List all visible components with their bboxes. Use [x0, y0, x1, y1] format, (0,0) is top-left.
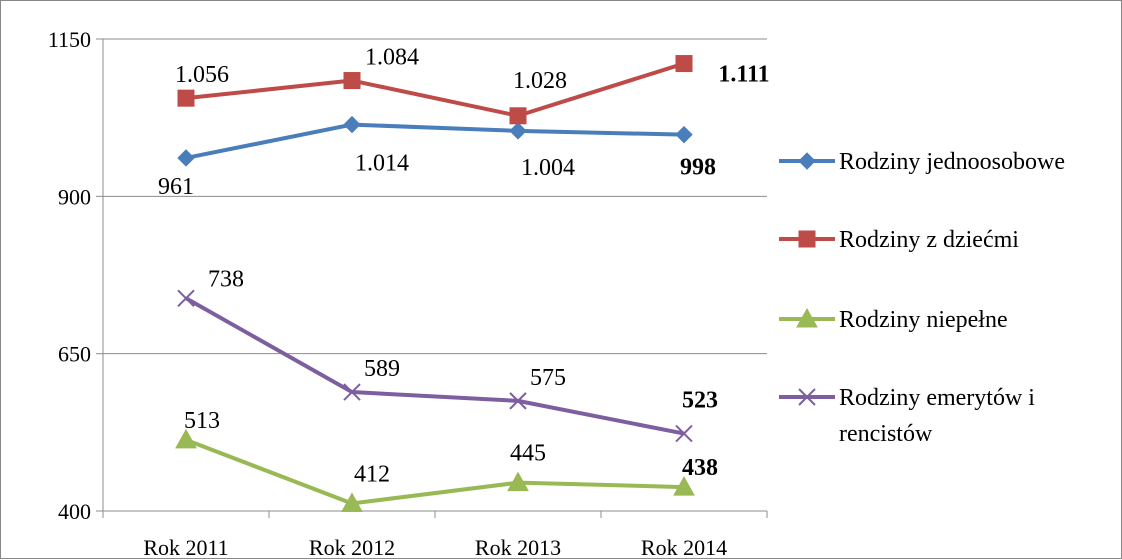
x-tick-label: Rok 2014: [641, 535, 727, 560]
data-label: 738: [208, 266, 244, 292]
legend-marker-4: [798, 388, 816, 406]
data-point-marker: [343, 115, 361, 134]
legend-label: Rodziny emerytów i: [839, 385, 1035, 411]
data-point-marker: [341, 492, 363, 512]
data-label: 445: [510, 441, 546, 467]
data-label: 998: [680, 155, 716, 181]
data-point-marker: [177, 289, 195, 307]
data-label: 1.004: [521, 155, 575, 181]
data-point-marker: [343, 383, 361, 401]
data-label: 523: [682, 388, 718, 414]
y-tick-label: 400: [58, 499, 91, 524]
data-label: 575: [530, 365, 566, 391]
y-tick-label: 900: [58, 184, 91, 209]
x-tick-label: Rok 2012: [309, 535, 395, 560]
legend-marker-2: [798, 230, 816, 248]
data-label: 513: [184, 408, 220, 434]
data-point-marker: [177, 89, 195, 107]
data-label: 412: [354, 461, 390, 487]
data-label: 961: [158, 174, 194, 200]
data-point-marker: [175, 428, 197, 449]
data-label: 589: [364, 356, 400, 382]
series-line-3: [185, 438, 685, 506]
y-tick-label: 650: [58, 342, 91, 367]
legend-label: rencistów: [839, 421, 933, 447]
data-label: 1.056: [175, 62, 229, 88]
legend-label: Rodziny jednoosobowe: [839, 149, 1065, 175]
data-point-marker: [509, 392, 527, 410]
data-point-marker: [507, 471, 529, 492]
legend-label: Rodziny niepełne: [839, 307, 1008, 333]
data-point-marker: [343, 72, 361, 90]
legend-label: Rodziny z dziećmi: [839, 227, 1019, 253]
series-line-4: [185, 296, 685, 436]
data-label: 1.111: [718, 62, 769, 88]
data-point-marker: [177, 149, 195, 167]
data-point-marker: [675, 424, 693, 443]
x-tick-label: Rok 2013: [475, 535, 561, 560]
data-label: 1.014: [355, 151, 409, 177]
data-point-marker: [675, 55, 693, 73]
y-tick-label: 1150: [48, 27, 91, 52]
data-point-marker: [509, 107, 527, 125]
series-line-2: [185, 61, 685, 118]
legend-marker-3: [796, 307, 818, 328]
data-label: 1.084: [365, 45, 419, 71]
data-label: 438: [682, 455, 718, 481]
legend-marker-1: [798, 152, 816, 170]
data-point-marker: [675, 125, 693, 144]
data-point-marker: [673, 476, 695, 496]
series-line-1: [185, 122, 685, 160]
data-label: 1.028: [513, 68, 567, 94]
data-point-marker: [509, 122, 527, 140]
x-tick-label: Rok 2011: [143, 535, 228, 560]
